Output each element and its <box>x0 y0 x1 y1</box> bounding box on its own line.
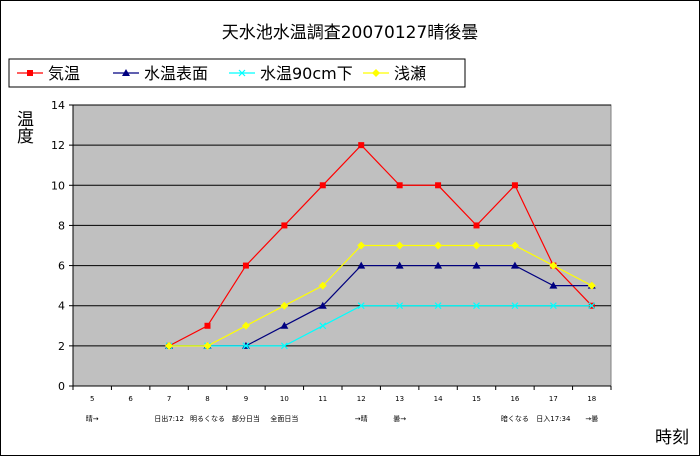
y-tick-label: 0 <box>58 380 65 393</box>
y-tick-label: 6 <box>58 260 65 273</box>
data-point <box>549 261 558 270</box>
y-tick-label: 8 <box>58 219 65 232</box>
data-point <box>242 342 250 350</box>
data-point <box>122 69 130 76</box>
series-line <box>169 244 593 347</box>
data-point <box>318 281 327 290</box>
series-line <box>168 144 593 347</box>
y-tick-labels: 0 2 4 6 8 10 12 14 <box>51 99 73 393</box>
data-point <box>587 281 596 290</box>
plot-area <box>72 104 612 387</box>
chart-title: 天水池水温調査20070127晴後曇 <box>222 23 479 43</box>
y-axis-label: 温度 <box>13 110 34 144</box>
data-point <box>395 261 404 269</box>
y-tick-label: 12 <box>51 139 65 152</box>
data-point <box>319 182 326 189</box>
data-point <box>357 261 366 269</box>
x-tick-label: 13 <box>395 395 404 403</box>
x-tick-label: 6 <box>128 395 133 403</box>
data-point <box>434 302 442 310</box>
annotation-label: 日出7:12 <box>154 414 184 423</box>
x-tick-label: 12 <box>357 395 366 403</box>
data-point <box>473 302 480 310</box>
data-point <box>549 281 558 289</box>
data-point <box>238 69 246 77</box>
data-point <box>241 321 250 330</box>
data-point <box>27 70 33 76</box>
data-point <box>511 182 518 189</box>
series-diamond <box>165 241 596 350</box>
data-point <box>510 241 519 250</box>
x-tick-label: 8 <box>205 395 209 403</box>
annotation-label: 暗くなる <box>501 414 529 423</box>
x-tick-label: 9 <box>244 395 248 403</box>
data-point <box>510 261 519 269</box>
x-tick-label: 10 <box>280 395 289 403</box>
data-series <box>165 142 596 350</box>
annotation-label: 日入17:34 <box>536 415 571 423</box>
data-point <box>358 142 365 149</box>
data-point <box>280 301 289 310</box>
data-point <box>396 182 403 189</box>
data-point <box>357 241 366 250</box>
legend: 気温 水温表面 水温90cm下 浅瀬 <box>17 64 426 83</box>
y-tick-label: 10 <box>51 179 65 192</box>
legend-label: 浅瀬 <box>394 64 426 83</box>
x-axis-label: 時刻 <box>655 428 689 448</box>
data-point <box>165 341 174 350</box>
data-point <box>472 261 481 269</box>
data-point <box>281 222 288 229</box>
data-point <box>511 302 519 310</box>
x-tick-label: 14 <box>434 395 443 403</box>
legend-label: 気温 <box>48 64 80 83</box>
legend-item: 水温表面 <box>113 64 208 83</box>
series-line <box>169 305 592 347</box>
data-point <box>434 241 443 250</box>
x-tick-label: 15 <box>472 395 481 403</box>
annotation-label: 曇→ <box>393 415 406 423</box>
data-point <box>242 262 249 269</box>
x-tick-label: 11 <box>318 395 327 403</box>
data-point <box>549 302 557 310</box>
data-point <box>472 241 481 250</box>
data-point <box>280 342 288 350</box>
data-point <box>357 302 365 310</box>
annotation-label: 明るくなる <box>190 415 225 423</box>
legend-label: 水温90cm下 <box>260 64 353 83</box>
y-tick-label: 4 <box>58 300 65 313</box>
annotations: 晴→ 日出7:12 明るくなる 部分日当 全面日当 →晴 曇→ 暗くなる 日入17:34 →曇 <box>86 414 598 423</box>
annotation-label: →曇 <box>585 415 598 423</box>
y-tick-label: 14 <box>51 99 65 112</box>
data-point <box>435 182 442 189</box>
data-point <box>395 241 404 250</box>
data-point <box>434 261 443 269</box>
annotation-label: 部分日当 <box>232 414 260 423</box>
x-tick-label: 17 <box>549 395 558 403</box>
x-tick-label: 16 <box>510 395 519 403</box>
annotation-label: →晴 <box>355 414 368 423</box>
data-point <box>280 321 289 329</box>
x-tick-label: 5 <box>90 395 94 403</box>
x-tick-label: 18 <box>587 395 596 403</box>
data-point <box>203 341 212 350</box>
legend-label: 水温表面 <box>144 64 208 83</box>
data-point <box>372 69 380 77</box>
x-tick-label: 7 <box>167 395 171 403</box>
data-point <box>588 302 596 310</box>
x-tick-labels: 5 6 7 8 9 10 11 12 13 14 15 16 17 18 <box>72 386 612 403</box>
annotation-label: 晴→ <box>86 414 99 423</box>
data-point <box>204 322 211 329</box>
data-point <box>318 301 327 309</box>
annotation-label: 全面日当 <box>270 414 298 423</box>
legend-item: 水温90cm下 <box>229 64 353 83</box>
data-point <box>396 302 404 310</box>
legend-item: 浅瀬 <box>363 64 426 83</box>
data-point <box>319 322 327 330</box>
y-tick-label: 2 <box>58 340 65 353</box>
data-point <box>473 222 480 229</box>
legend-item: 気温 <box>17 64 80 83</box>
